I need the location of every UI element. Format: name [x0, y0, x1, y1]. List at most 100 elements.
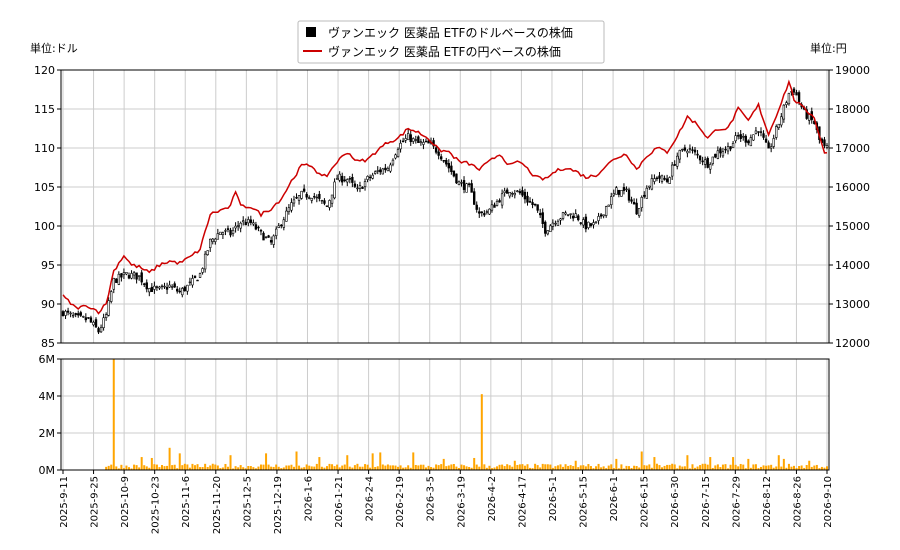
candle-body	[688, 148, 692, 150]
price-plot-area	[61, 70, 829, 343]
candle-body	[264, 236, 268, 239]
volume-bar	[536, 465, 539, 470]
volume-bar	[485, 467, 488, 470]
volume-bar	[551, 467, 554, 470]
volume-bar	[508, 465, 511, 470]
candle-body	[632, 202, 636, 205]
volume-bar	[173, 464, 176, 470]
x-tick-label: 2025-9-11	[59, 476, 70, 528]
volume-bar	[447, 465, 450, 470]
volume-bar	[298, 465, 301, 470]
volume-bar	[163, 466, 166, 470]
x-tick-label: 2025-10-9	[120, 476, 131, 528]
volume-bar	[782, 458, 785, 470]
candle-body	[356, 187, 359, 190]
x-tick-label: 2026-3-5	[426, 476, 437, 521]
candle-body	[394, 154, 397, 159]
candle-body	[597, 216, 600, 221]
candle-body	[168, 284, 171, 288]
volume-bar	[140, 457, 143, 470]
volume-bar	[341, 465, 344, 470]
volume-bar	[803, 467, 806, 470]
volume-bar	[412, 452, 415, 470]
volume-bar	[617, 468, 620, 470]
candle-body	[323, 200, 326, 204]
candle-body	[135, 272, 138, 280]
volume-bar	[643, 465, 646, 470]
candle-body	[320, 199, 324, 202]
volume-bar	[358, 466, 361, 470]
candle-body	[769, 146, 773, 149]
candle-body	[744, 135, 747, 143]
volume-bar	[826, 466, 828, 470]
candle-body	[483, 213, 486, 216]
volume-bar	[724, 464, 727, 470]
candle-body	[120, 273, 123, 278]
volume-bar	[318, 457, 321, 470]
candle-body	[460, 182, 463, 184]
volume-bar	[584, 466, 587, 470]
candle-body	[544, 221, 547, 234]
candle-body	[782, 104, 786, 120]
candle-body	[351, 176, 354, 183]
candle-body	[610, 196, 613, 205]
volume-bar	[620, 464, 623, 470]
volume-bar	[635, 466, 638, 470]
candle-body	[401, 140, 405, 143]
candle-body	[470, 183, 473, 193]
candle-body	[254, 224, 258, 230]
volume-bar	[473, 457, 476, 470]
volume-bar	[437, 465, 440, 470]
volume-bar	[305, 464, 308, 470]
candle-body	[731, 142, 735, 148]
candle-body	[602, 214, 605, 217]
x-tick-label: 2025-10-23	[151, 476, 162, 534]
volume-bar	[628, 466, 631, 470]
candle-body	[480, 211, 483, 213]
candle-body	[640, 197, 643, 208]
left-y-axis: 85 90 95 100 105 110 115 120	[34, 64, 61, 350]
volume-bar	[249, 466, 252, 470]
volume-bar	[501, 464, 504, 470]
left-tick-label: 110	[34, 142, 55, 155]
volume-tick-label: 4M	[39, 390, 56, 403]
candle-body	[419, 141, 423, 143]
candle-body	[742, 136, 745, 138]
candle-body	[554, 222, 557, 225]
volume-bar	[135, 465, 138, 470]
candle-body	[777, 123, 780, 128]
volume-bar	[653, 457, 656, 470]
candle-body	[391, 159, 395, 165]
candle-body	[442, 160, 445, 162]
volume-bar	[752, 464, 755, 470]
volume-bar	[808, 460, 811, 470]
candle-body	[125, 272, 128, 275]
candle-body	[691, 149, 694, 151]
candle-body	[328, 200, 331, 208]
candle-body	[399, 142, 402, 150]
volume-bar	[668, 464, 671, 470]
volume-bar	[366, 464, 369, 470]
volume-bar	[747, 458, 750, 470]
volume-bar	[787, 463, 790, 470]
candle-body	[409, 134, 412, 143]
volume-bar	[813, 465, 816, 470]
volume-y-axis: 0M 2M 4M 6M	[39, 353, 61, 477]
volume-bar	[511, 466, 514, 470]
volume-bar	[706, 464, 709, 470]
candle-body	[214, 238, 217, 242]
left-unit-label: 単位:ドル	[30, 41, 78, 55]
candle-body	[472, 191, 476, 205]
candle-body	[513, 192, 516, 196]
candle-body	[333, 181, 336, 199]
candle-body	[259, 230, 263, 232]
volume-bar	[130, 468, 133, 470]
volume-bar	[155, 464, 158, 470]
candle-body	[374, 171, 377, 174]
volume-bar	[541, 463, 544, 470]
candle-body	[678, 150, 681, 160]
candle-body	[158, 286, 161, 289]
candle-body	[386, 168, 390, 172]
candle-body	[716, 150, 720, 159]
candle-body	[186, 284, 189, 292]
